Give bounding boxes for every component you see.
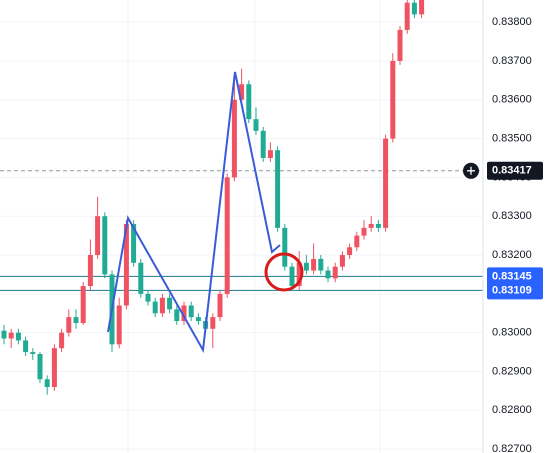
candle-body <box>87 255 93 287</box>
candle-body <box>159 297 165 314</box>
y-tick-label: 0.83800 <box>492 16 532 28</box>
price-axis: 0.827000.828000.829000.830000.831000.832… <box>463 16 543 453</box>
candle-body <box>339 255 345 267</box>
y-tick-label: 0.83600 <box>492 94 532 106</box>
candle-body <box>303 262 309 271</box>
candle-body <box>8 332 14 339</box>
candle-body <box>138 262 144 294</box>
candle-body <box>390 60 396 139</box>
candle-body <box>30 352 36 355</box>
candle-body <box>95 216 101 256</box>
candle-body <box>253 119 259 131</box>
candle-body <box>397 29 403 61</box>
candle-body <box>73 317 79 323</box>
candle-body <box>123 223 129 306</box>
price-label: 0.83109 <box>492 284 532 296</box>
candle-body <box>59 332 65 349</box>
candle-body <box>383 138 389 228</box>
candle-body <box>37 354 43 380</box>
candle-body <box>145 293 151 302</box>
candle-body <box>1 330 7 339</box>
grid <box>0 0 483 453</box>
price-label: 0.83417 <box>492 165 532 177</box>
candle-body <box>152 301 158 314</box>
y-tick-label: 0.82900 <box>492 365 532 377</box>
candle-body <box>51 348 57 388</box>
candle-body <box>181 305 187 322</box>
y-tick-label: 0.82800 <box>492 404 532 416</box>
candle-body <box>289 266 295 287</box>
candle-body <box>267 150 273 158</box>
candle-body <box>419 0 425 15</box>
add-icon <box>467 166 475 175</box>
y-tick-label: 0.83200 <box>492 249 532 261</box>
candle-body <box>174 309 180 322</box>
candle-body <box>44 379 50 388</box>
price-lines <box>0 170 483 291</box>
candle-body <box>231 99 237 178</box>
candle-body <box>23 340 29 353</box>
candle-body <box>116 305 122 345</box>
candle-body <box>296 262 302 287</box>
candle-body <box>131 223 137 263</box>
price-label-bg <box>487 281 543 300</box>
candle-body <box>102 216 108 275</box>
candles <box>1 0 425 395</box>
candle-body <box>368 223 374 228</box>
candle-body <box>361 227 367 236</box>
candle-body <box>210 317 216 329</box>
candle-body <box>404 2 410 30</box>
candle-body <box>195 317 201 322</box>
candle-body <box>282 227 288 267</box>
candle-body <box>411 2 417 15</box>
price-label-bg <box>487 161 543 180</box>
y-tick-label: 0.83000 <box>492 327 532 339</box>
candle-body <box>224 177 230 294</box>
candle-body <box>239 84 245 100</box>
candle-body <box>246 84 252 120</box>
highlight-circle <box>264 252 304 292</box>
candle-body <box>80 286 86 323</box>
candle-body <box>325 270 331 279</box>
candle-body <box>167 297 173 310</box>
candle-body <box>347 247 353 256</box>
candle-body <box>311 258 317 271</box>
y-tick-label: 0.83700 <box>492 55 532 67</box>
candle-body <box>354 235 360 248</box>
zigzag-drawing <box>107 71 281 354</box>
candle-body <box>375 223 381 228</box>
price-label: 0.83145 <box>492 270 532 282</box>
candle-body <box>15 332 21 341</box>
y-tick-label: 0.83300 <box>492 210 532 222</box>
candle-body <box>217 293 223 318</box>
price-label-bg <box>487 267 543 286</box>
y-tick-label: 0.83500 <box>492 132 532 144</box>
candle-body <box>188 305 194 318</box>
candle-body <box>332 266 338 279</box>
candle-body <box>318 258 324 271</box>
candle-body <box>275 150 281 228</box>
y-tick-label: 0.82700 <box>492 443 532 453</box>
candle-body <box>260 130 266 158</box>
candle-body <box>66 317 72 333</box>
